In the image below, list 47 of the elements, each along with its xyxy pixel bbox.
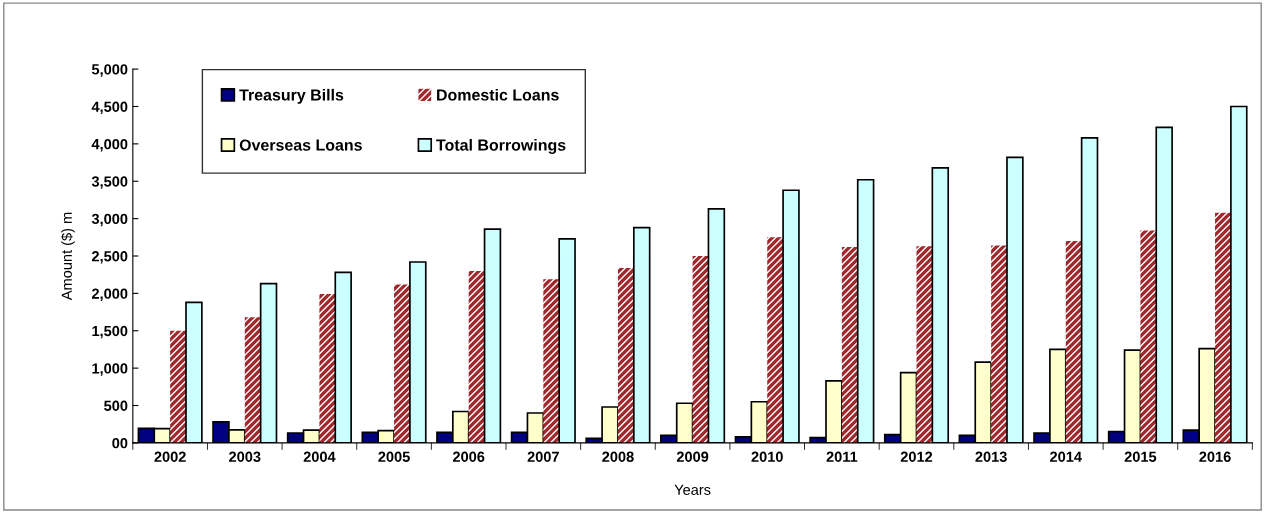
x-tick-label: 2008 (602, 451, 634, 462)
x-tick-label: 2005 (378, 451, 410, 462)
y-tick-label: 3,500 (91, 176, 128, 189)
bar (617, 267, 634, 443)
x-tick-label: 2016 (1199, 451, 1231, 462)
y-tick-label: 4,500 (91, 101, 128, 115)
legend-label: Treasury Bills (239, 88, 344, 104)
bar (1215, 212, 1231, 443)
bar (1140, 230, 1157, 443)
legend-label: Total Borrowings (436, 139, 566, 154)
legend-label: Overseas Loans (239, 139, 362, 151)
legend-label: Domestic Loans (437, 88, 559, 101)
bar (1065, 241, 1082, 443)
bar (916, 246, 933, 443)
x-tick-label: 2009 (676, 451, 709, 462)
bar (692, 256, 709, 443)
y-tick-label: 4,000 (91, 138, 128, 152)
x-tick-label: 2003 (229, 451, 261, 462)
x-tick-label: 2012 (900, 451, 933, 462)
bar (767, 237, 784, 443)
x-tick-label: 2007 (527, 451, 559, 462)
y-tick-label: 1,000 (92, 363, 128, 376)
x-tick-label: 2014 (1050, 451, 1082, 462)
x-axis-title: Years (674, 484, 711, 495)
x-tick-label: 2010 (751, 451, 783, 462)
x-tick-label: 2006 (452, 451, 485, 462)
bar (394, 284, 410, 443)
x-tick-label: 2015 (1124, 451, 1157, 462)
x-tick-label: 2011 (826, 451, 858, 462)
y-tick-label: 1,500 (92, 325, 128, 339)
bar (468, 270, 485, 443)
bar (170, 330, 186, 443)
bar (319, 294, 336, 443)
y-tick-label: 2,500 (91, 251, 128, 264)
bar (543, 279, 560, 443)
x-tick-label: 2002 (154, 451, 186, 462)
bar (841, 247, 858, 443)
x-tick-label: 2013 (975, 451, 1007, 462)
bar (244, 317, 261, 443)
y-tick-label: 2,000 (91, 288, 128, 301)
x-tick-label: 2004 (303, 451, 336, 462)
bar (991, 245, 1007, 443)
y-tick-label: 500 (104, 400, 128, 411)
y-axis-title: Amount ($) m (60, 212, 75, 301)
y-tick-label: 3,000 (91, 213, 128, 227)
y-tick-label: 00 (112, 437, 128, 449)
y-tick-label: 5,000 (91, 64, 128, 77)
